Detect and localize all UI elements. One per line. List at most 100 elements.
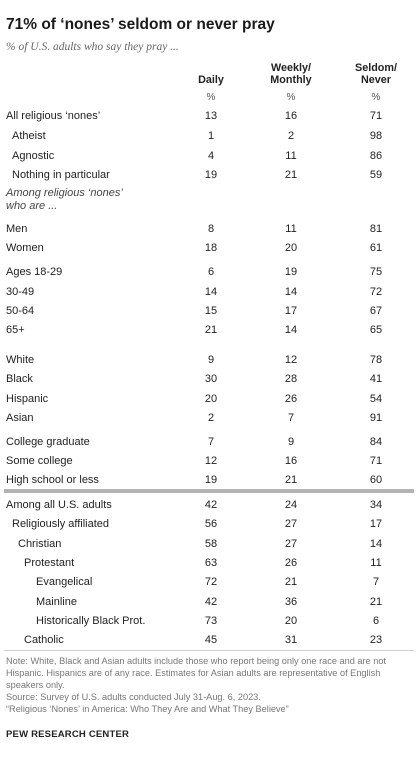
table-row: 50-64 15 17 67 <box>0 305 420 323</box>
column-header-seldom-never: Seldom/ Never <box>355 62 397 86</box>
cell-value: 6 <box>207 266 215 278</box>
table-row: 30-49 14 14 72 <box>0 286 420 304</box>
cell-value: 21 <box>369 596 383 608</box>
cell-value: 75 <box>369 266 383 278</box>
row-label: All religious ‘nones’ <box>6 110 101 122</box>
cell-value: 28 <box>284 373 298 385</box>
cell-value: 72 <box>369 286 383 298</box>
cell-value: 21 <box>284 169 298 181</box>
cell-value: 26 <box>284 557 298 569</box>
cell-value: 26 <box>284 393 298 405</box>
cell-value: 81 <box>369 223 383 235</box>
row-label: Some college <box>6 455 73 467</box>
table-row: Christian 58 27 14 <box>0 538 420 556</box>
cell-value: 84 <box>369 436 383 448</box>
cell-value: 91 <box>369 412 383 424</box>
cell-value: 16 <box>284 455 298 467</box>
cell-value: 13 <box>204 110 218 122</box>
row-label: Mainline <box>36 596 77 608</box>
table-row: Women 18 20 61 <box>0 242 420 260</box>
cell-value: 16 <box>284 110 298 122</box>
row-label: 30-49 <box>6 286 35 298</box>
column-header-daily: Daily <box>198 74 224 86</box>
cell-value: 24 <box>284 499 298 511</box>
cell-value: 42 <box>204 499 218 511</box>
cell-value: 19 <box>204 474 218 486</box>
chart-title: 71% of ‘nones’ seldom or never pray <box>6 16 275 33</box>
cell-value: 71 <box>369 110 383 122</box>
cell-value: 72 <box>204 576 218 588</box>
cell-value: 6 <box>372 615 380 627</box>
cell-value: 67 <box>369 305 383 317</box>
note-text: Note: White, Black and Asian adults incl… <box>6 656 386 690</box>
cell-value: 14 <box>369 538 383 550</box>
cell-value: 60 <box>369 474 383 486</box>
cell-value: 42 <box>204 596 218 608</box>
cell-value: 14 <box>284 286 298 298</box>
row-label: Among all U.S. adults <box>6 499 112 511</box>
chart-subtitle: % of U.S. adults who say they pray ... <box>6 41 179 53</box>
table-row: Catholic 45 31 23 <box>0 634 420 652</box>
cell-value: 21 <box>284 474 298 486</box>
row-label: Christian <box>18 538 62 550</box>
cell-value: 9 <box>207 354 215 366</box>
row-label: College graduate <box>6 436 90 448</box>
row-label: Men <box>6 223 28 235</box>
row-label: Women <box>6 242 44 254</box>
cell-value: 20 <box>204 393 218 405</box>
table-row: Black 30 28 41 <box>0 373 420 391</box>
cell-value: 18 <box>204 242 218 254</box>
cell-value: 54 <box>369 393 383 405</box>
cell-value: 19 <box>204 169 218 181</box>
cell-value: 7 <box>287 412 295 424</box>
row-label: Catholic <box>24 634 64 646</box>
table-row: Nothing in particular 19 21 59 <box>0 169 420 187</box>
section-label-among-nones: Among religious ‘nones’ who are ... <box>6 187 123 212</box>
brand-logo-text: PEW RESEARCH CENTER <box>6 729 130 740</box>
cell-value: 14 <box>204 286 218 298</box>
table-row: Ages 18-29 6 19 75 <box>0 266 420 284</box>
row-label: Historically Black Prot. <box>36 615 146 627</box>
column-header-weekly-monthly: Weekly/ Monthly <box>270 62 312 86</box>
table-row: Historically Black Prot. 73 20 6 <box>0 615 420 633</box>
cell-value: 21 <box>204 324 218 336</box>
cell-value: 14 <box>284 324 298 336</box>
row-label: 50-64 <box>6 305 35 317</box>
table-row: Protestant 63 26 11 <box>0 557 420 575</box>
row-label: Protestant <box>24 557 75 569</box>
cell-value: 23 <box>369 634 383 646</box>
cell-value: 1 <box>207 130 215 142</box>
cell-value: 8 <box>207 223 215 235</box>
cell-value: 78 <box>369 354 383 366</box>
row-label: Agnostic <box>12 150 55 162</box>
cell-value: 4 <box>207 150 215 162</box>
cell-value: 65 <box>369 324 383 336</box>
table-row: White 9 12 78 <box>0 354 420 372</box>
cell-value: 12 <box>204 455 218 467</box>
row-label: White <box>6 354 35 366</box>
table-row: High school or less 19 21 60 <box>0 474 420 492</box>
table-row: Evangelical 72 21 7 <box>0 576 420 594</box>
row-label: Religiously affiliated <box>12 518 110 530</box>
cell-value: 11 <box>285 223 297 235</box>
table-row: College graduate 7 9 84 <box>0 436 420 454</box>
report-title-text: “Religious ‘Nones’ in America: Who They … <box>6 704 289 714</box>
cell-value: 86 <box>369 150 383 162</box>
cell-value: 19 <box>284 266 298 278</box>
cell-value: 61 <box>369 242 383 254</box>
cell-value: 27 <box>284 538 298 550</box>
cell-value: 36 <box>284 596 298 608</box>
table-row: Among all U.S. adults 42 24 34 <box>0 499 420 517</box>
table-row: All religious ‘nones’ 13 16 71 <box>0 110 420 128</box>
row-label: 65+ <box>6 324 25 336</box>
cell-value: 45 <box>204 634 218 646</box>
cell-value: 59 <box>369 169 383 181</box>
row-label: Ages 18-29 <box>6 266 63 278</box>
cell-value: 31 <box>284 634 298 646</box>
cell-value: 21 <box>284 576 298 588</box>
cell-value: 63 <box>204 557 218 569</box>
table-row: Mainline 42 36 21 <box>0 596 420 614</box>
cell-value: 71 <box>369 455 383 467</box>
table-row: Atheist 1 2 98 <box>0 130 420 148</box>
cell-value: 7 <box>372 576 380 588</box>
